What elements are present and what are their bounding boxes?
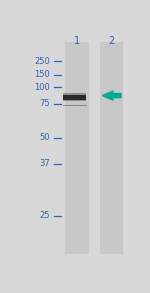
Bar [63,95,86,100]
Text: 2: 2 [109,36,115,46]
Bar [63,105,87,106]
Text: 25: 25 [40,211,50,220]
Bar [100,42,123,254]
Text: 150: 150 [34,70,50,79]
Bar [63,105,87,106]
Bar [63,105,87,106]
Text: 250: 250 [34,57,50,66]
FancyArrow shape [102,91,121,100]
Bar [63,105,87,106]
Bar [63,105,87,106]
Bar [63,105,87,106]
Text: 75: 75 [39,99,50,108]
Bar [63,105,87,106]
Bar [63,105,87,106]
Text: 37: 37 [39,159,50,168]
Bar [63,105,87,106]
Bar [63,105,87,106]
Bar [63,105,87,106]
Bar [63,105,87,106]
Text: 100: 100 [34,83,50,91]
Bar [63,105,87,106]
Text: 1: 1 [74,36,80,46]
Bar [63,93,86,101]
Bar [63,105,87,106]
Bar [65,42,88,254]
Text: 50: 50 [40,133,50,142]
